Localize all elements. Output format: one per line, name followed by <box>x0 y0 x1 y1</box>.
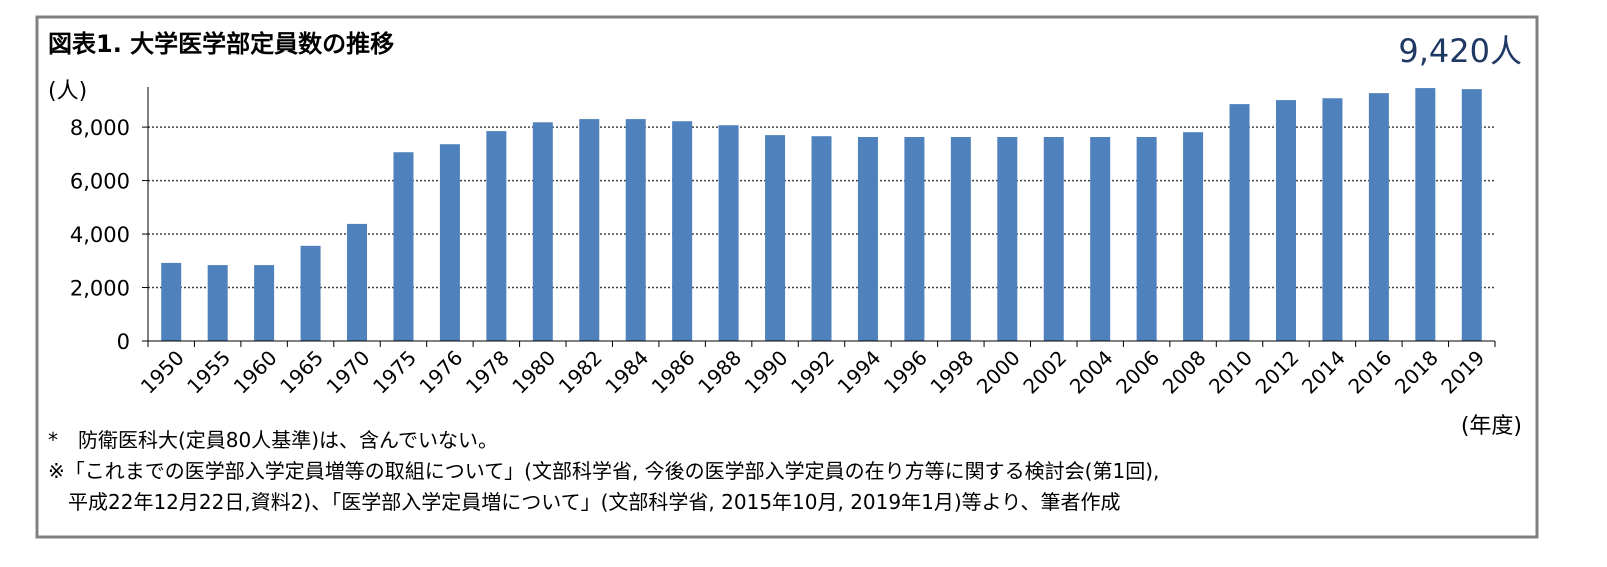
note: * 防衛医科大(定員80人基準)は、含んでいない。 <box>48 428 498 452</box>
bar <box>672 121 693 341</box>
bar <box>347 223 368 341</box>
bar <box>1229 104 1250 342</box>
bar <box>1090 136 1111 341</box>
bar <box>811 136 832 341</box>
annotation: 9,420人 <box>1398 32 1522 70</box>
bar <box>1415 88 1436 341</box>
bar <box>718 125 739 342</box>
bar <box>579 119 600 341</box>
y-tick-label: 4,000 <box>70 223 130 247</box>
bar <box>254 265 275 341</box>
bar <box>997 136 1018 341</box>
bar <box>950 136 971 341</box>
chart-title: 図表1. 大学医学部定員数の推移 <box>48 30 394 58</box>
bar <box>625 119 646 341</box>
bar <box>486 131 507 341</box>
y-axis-label: (人) <box>48 79 87 104</box>
bar <box>1461 89 1482 341</box>
bar <box>1043 136 1064 341</box>
bar <box>1368 93 1389 341</box>
note: 平成22年12月22日,資料2)、「医学部入学定員増について」(文部科学省, 2… <box>48 490 1120 514</box>
bar <box>1136 136 1157 341</box>
y-tick-label: 6,000 <box>70 170 130 194</box>
bar <box>857 136 878 341</box>
bar <box>1183 132 1204 341</box>
x-axis-label: (年度) <box>1461 414 1522 439</box>
bar <box>1322 98 1343 341</box>
bar <box>161 262 182 341</box>
bar <box>532 122 553 341</box>
bar <box>765 135 786 341</box>
bar <box>207 265 228 341</box>
bar <box>904 136 925 341</box>
bar <box>1275 100 1296 342</box>
bar <box>300 245 321 341</box>
bar <box>393 152 414 341</box>
bar <box>439 144 460 341</box>
y-tick-label: 0 <box>117 330 130 354</box>
note: ※「これまでの医学部入学定員増等の取組について」(文部科学省, 今後の医学部入学… <box>48 459 1159 483</box>
y-tick-label: 2,000 <box>70 277 130 301</box>
y-tick-label: 8,000 <box>70 116 130 140</box>
